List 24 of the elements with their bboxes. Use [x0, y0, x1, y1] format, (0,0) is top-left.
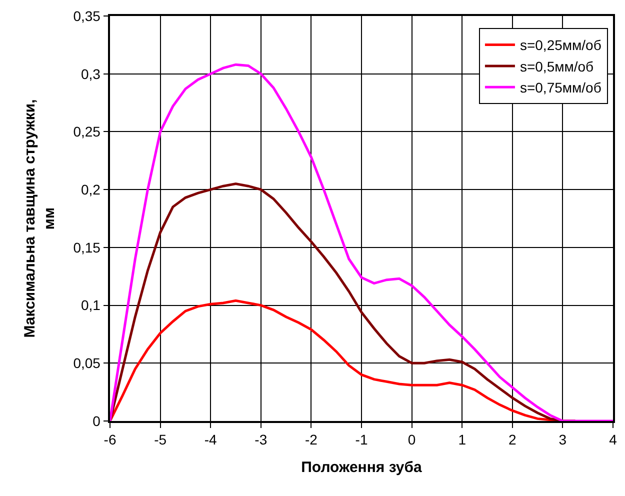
x-tick-label: 2	[508, 432, 516, 448]
y-tick-label: 0,25	[73, 124, 101, 140]
y-tick-label: 0	[92, 412, 101, 429]
y-tick-label: 0,35	[73, 8, 101, 24]
x-tick-label: 0	[408, 432, 416, 448]
x-tick-label: 4	[609, 432, 618, 448]
x-tick-label: -5	[154, 432, 167, 448]
y-tick-label: 0,1	[80, 297, 101, 314]
x-tick-label: -6	[104, 432, 116, 448]
x-tick-label: -1	[355, 432, 368, 448]
legend-label: s=0,75мм/об	[520, 80, 602, 96]
y-tick-label: 0,3	[80, 66, 101, 82]
y-tick-label: 0,2	[80, 181, 101, 198]
x-tick-label: 3	[558, 432, 567, 448]
x-axis-title: Положення зуба	[301, 459, 423, 476]
x-tick-label: -2	[304, 432, 318, 448]
y-tick-label: 0,05	[73, 355, 101, 372]
x-tick-label: -3	[254, 432, 268, 448]
y-axis-title: Максимальна тавщина стружки, мм	[21, 99, 58, 338]
legend-label: s=0,25мм/об	[520, 37, 602, 54]
x-tick-label: 1	[458, 432, 466, 448]
y-tick-label: 0,15	[73, 239, 101, 256]
x-tick-label: -4	[204, 432, 218, 448]
legend-label: s=0,5мм/об	[520, 58, 594, 74]
